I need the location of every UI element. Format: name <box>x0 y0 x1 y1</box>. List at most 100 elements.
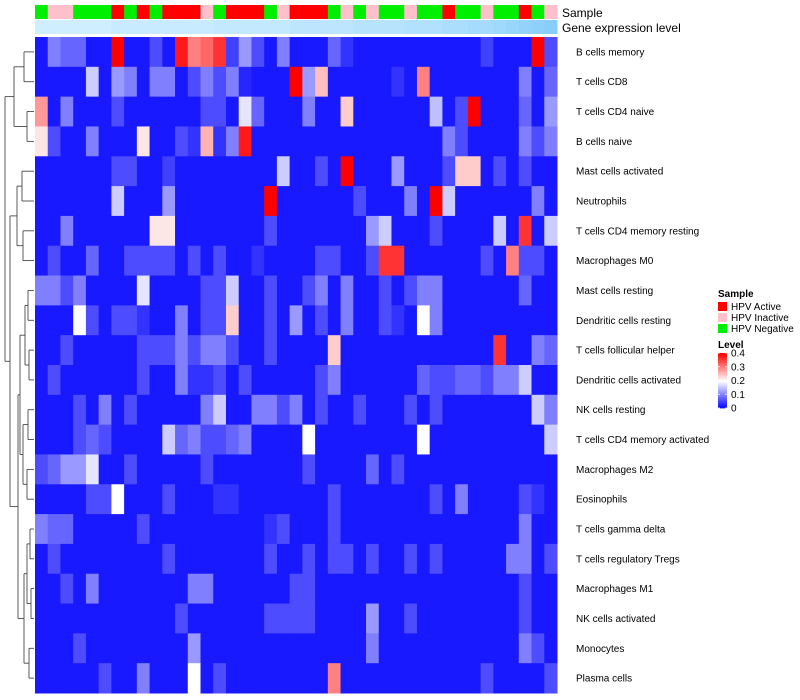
heatmap-cell <box>442 156 456 187</box>
row-label: Neutrophils <box>576 197 627 208</box>
legend-gradient-step <box>718 406 727 409</box>
heatmap-cell <box>111 245 125 277</box>
legend-gradient-step <box>718 366 727 369</box>
heatmap-cell <box>213 96 227 127</box>
heatmap-cell <box>60 66 74 98</box>
heatmap-cell <box>98 573 112 605</box>
heatmap-cell <box>531 454 545 485</box>
heatmap-cell <box>480 365 494 396</box>
sample-annotation-cell <box>416 5 431 19</box>
heatmap-cell <box>73 365 87 396</box>
heatmap-cell <box>404 543 418 575</box>
heatmap-cell <box>531 603 545 634</box>
heatmap-cell <box>544 573 558 605</box>
heatmap-cell <box>378 394 392 426</box>
heatmap-cell <box>225 245 240 277</box>
heatmap-cell <box>238 126 252 157</box>
heatmap-cell <box>225 215 240 247</box>
heatmap-cell <box>391 424 405 455</box>
gene-expression-cell <box>493 20 507 34</box>
sample-annotation-cell <box>225 5 240 19</box>
heatmap-cell <box>124 514 138 545</box>
heatmap-cell <box>480 305 494 336</box>
heatmap-cell <box>467 156 482 187</box>
heatmap-cell <box>200 37 214 68</box>
heatmap-cell <box>47 633 61 664</box>
heatmap-cell <box>124 573 138 605</box>
heatmap-cell <box>264 37 278 68</box>
gene-expression-cell <box>416 20 431 34</box>
heatmap-cell <box>200 514 214 545</box>
heatmap-cell <box>366 454 380 485</box>
heatmap-cell <box>187 96 202 127</box>
heatmap-cell <box>98 424 112 455</box>
heatmap-cell <box>73 484 87 515</box>
heatmap-cell <box>98 215 112 247</box>
heatmap-cell <box>391 514 405 545</box>
heatmap-cell <box>98 543 112 575</box>
heatmap-cell <box>85 663 100 694</box>
legend-gradient-step <box>718 392 727 395</box>
heatmap-cell <box>506 126 520 157</box>
heatmap-cell <box>404 245 418 277</box>
heatmap-cell <box>302 543 316 575</box>
heatmap-cell <box>480 633 494 664</box>
heatmap-cell <box>404 365 418 396</box>
gene-expression-cell <box>302 20 316 34</box>
heatmap-cell <box>238 454 252 485</box>
heatmap-cell <box>404 573 418 605</box>
heatmap-cell <box>200 96 214 127</box>
gene-expression-cell <box>238 20 252 34</box>
sample-annotation-cell <box>85 5 100 19</box>
heatmap-cell <box>111 663 125 694</box>
heatmap-cell <box>366 245 380 277</box>
heatmap-cell <box>162 335 176 366</box>
heatmap-cell <box>162 633 176 664</box>
heatmap-cell <box>391 603 405 634</box>
heatmap-cell <box>518 275 533 306</box>
heatmap-cell <box>391 633 405 664</box>
heatmap-cell <box>391 663 405 694</box>
heatmap-cell <box>225 66 240 98</box>
heatmap-cell <box>340 514 354 545</box>
heatmap-cell <box>187 424 202 455</box>
heatmap-cell <box>289 335 303 366</box>
heatmap-cell <box>531 215 545 247</box>
gene-expression-cell <box>480 20 494 34</box>
heatmap-cell <box>200 275 214 306</box>
heatmap-cell <box>544 156 558 187</box>
heatmap-cell <box>175 424 189 455</box>
heatmap-cell <box>404 514 418 545</box>
heatmap-cell <box>162 126 176 157</box>
heatmap-cell <box>327 394 342 426</box>
heatmap-cell <box>238 394 252 426</box>
heatmap-cell <box>111 633 125 664</box>
heatmap-cell <box>162 37 176 68</box>
heatmap-cell <box>506 186 520 217</box>
heatmap-cell <box>378 126 392 157</box>
heatmap-cell <box>544 484 558 515</box>
heatmap-cell <box>136 663 151 694</box>
heatmap-cell <box>187 514 202 545</box>
heatmap-cell <box>544 424 558 455</box>
legend-gradient-step <box>718 357 727 359</box>
heatmap-cell <box>149 543 163 575</box>
heatmap-cell <box>251 424 265 455</box>
heatmap-cell <box>518 66 533 98</box>
heatmap-cell <box>111 514 125 545</box>
gene-expression-cell <box>327 20 342 34</box>
heatmap-cell <box>429 454 443 485</box>
heatmap-cell <box>480 37 494 68</box>
heatmap-cell <box>531 305 545 336</box>
heatmap-cell <box>111 66 125 98</box>
heatmap-cell <box>225 454 240 485</box>
heatmap-cell <box>518 126 533 157</box>
heatmap-cell <box>506 484 520 515</box>
legend-tick-label: 0.3 <box>731 362 745 373</box>
gene-expression-bar <box>35 20 558 34</box>
heatmap-cell <box>442 454 456 485</box>
sample-annotation-cell <box>111 5 125 19</box>
heatmap-cell <box>175 573 189 605</box>
heatmap-cell <box>225 305 240 336</box>
